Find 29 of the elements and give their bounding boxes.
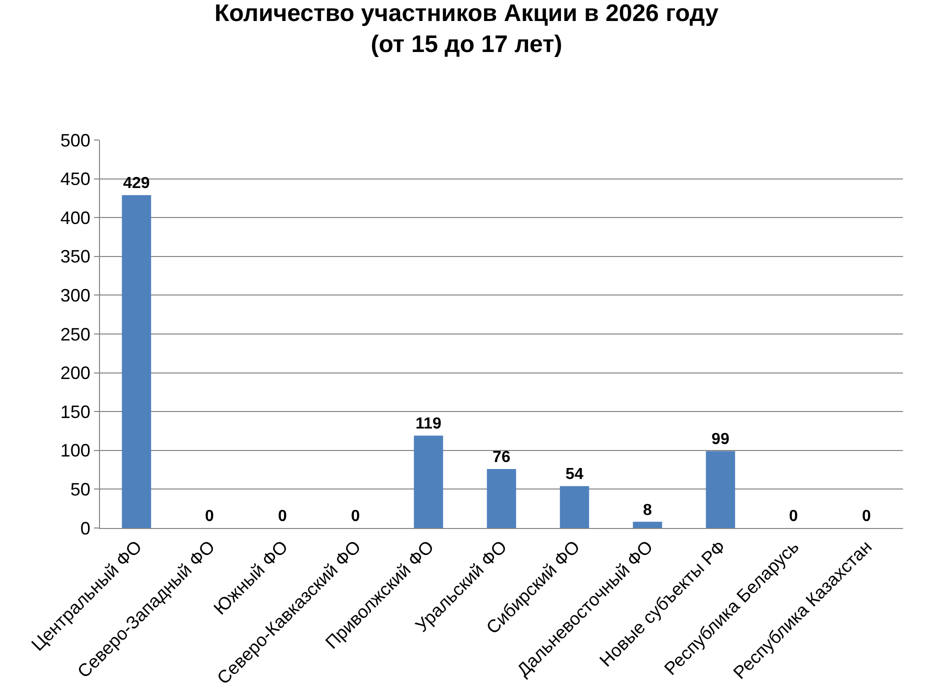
y-tick-label: 150 xyxy=(60,402,90,422)
y-tick-label: 500 xyxy=(60,130,90,150)
y-tick-label: 100 xyxy=(60,440,90,461)
bar xyxy=(486,469,516,528)
y-tick-label: 400 xyxy=(60,208,90,228)
bar xyxy=(560,486,590,528)
data-label: 0 xyxy=(278,508,287,525)
chart-title: Количество участников Акции в 2026 году (от 15 до 17 лет) xyxy=(214,0,720,58)
data-label: 76 xyxy=(492,449,510,466)
y-tick-label: 450 xyxy=(60,169,90,190)
y-tick-label: 50 xyxy=(70,480,90,500)
data-label: 0 xyxy=(351,508,360,525)
y-tick-label: 350 xyxy=(60,246,90,267)
bar xyxy=(122,195,152,528)
data-label: 8 xyxy=(643,502,652,519)
bar xyxy=(632,522,662,528)
data-label: 0 xyxy=(862,508,871,525)
y-tick-label: 200 xyxy=(60,363,90,384)
bar xyxy=(414,436,444,528)
data-label: 0 xyxy=(205,508,214,525)
data-label: 99 xyxy=(712,431,730,448)
data-label: 0 xyxy=(789,508,798,525)
data-label: 54 xyxy=(566,466,584,484)
y-tick-label: 250 xyxy=(60,324,90,344)
y-tick-label: 300 xyxy=(60,286,90,306)
bar xyxy=(706,451,736,528)
data-label: 119 xyxy=(416,416,442,433)
y-tick-label: 0 xyxy=(80,518,90,538)
data-label: 429 xyxy=(123,175,150,192)
